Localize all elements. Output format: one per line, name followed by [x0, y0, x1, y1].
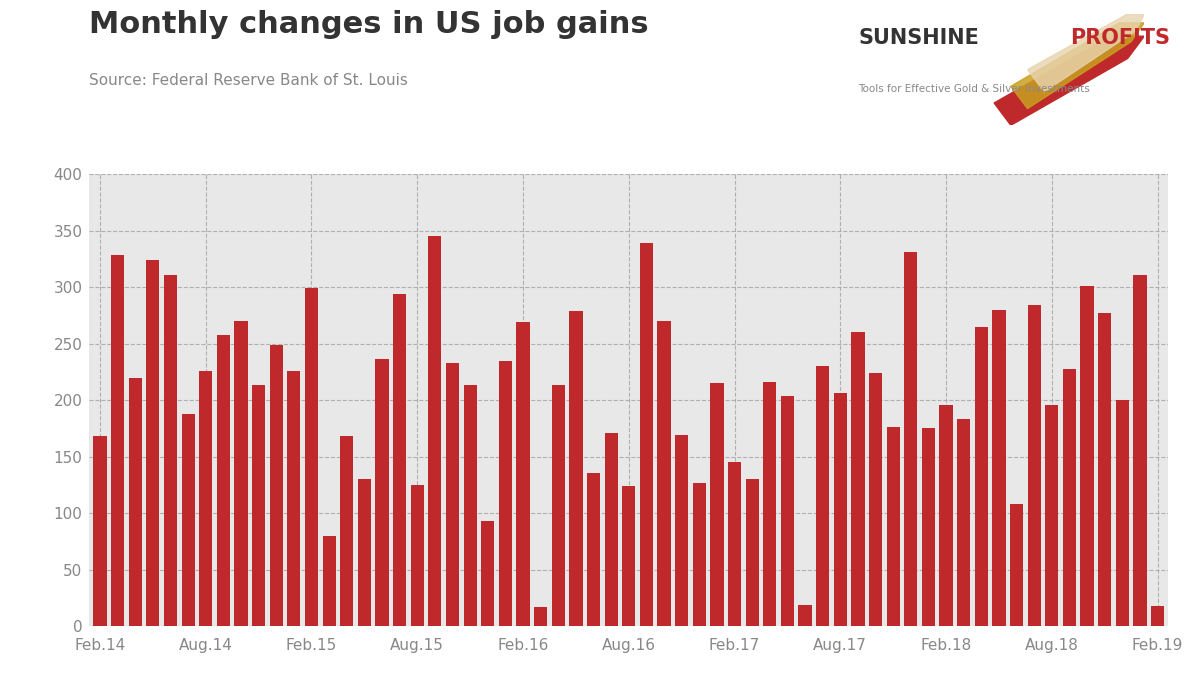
Bar: [833, 393, 846, 626]
Bar: [604, 433, 617, 626]
Text: PROFITS: PROFITS: [1070, 28, 1171, 48]
Bar: [817, 366, 830, 626]
Bar: [869, 373, 882, 626]
Bar: [1045, 405, 1058, 626]
Polygon shape: [994, 36, 1144, 125]
Bar: [710, 383, 724, 626]
Bar: [1010, 504, 1023, 626]
Bar: [939, 405, 952, 626]
Bar: [375, 359, 389, 626]
Bar: [411, 485, 424, 626]
Bar: [887, 427, 900, 626]
Bar: [851, 332, 864, 626]
Bar: [570, 311, 583, 626]
Bar: [482, 521, 495, 626]
Bar: [428, 236, 441, 626]
Bar: [552, 386, 565, 626]
Text: Source: Federal Reserve Bank of St. Louis: Source: Federal Reserve Bank of St. Loui…: [89, 73, 409, 88]
Bar: [269, 345, 283, 626]
Bar: [287, 371, 300, 626]
Bar: [781, 395, 794, 626]
Bar: [199, 371, 212, 626]
Bar: [498, 361, 513, 626]
Bar: [975, 326, 988, 626]
Text: Monthly changes in US job gains: Monthly changes in US job gains: [89, 10, 648, 40]
Bar: [340, 436, 353, 626]
Bar: [1151, 606, 1165, 626]
Bar: [1063, 369, 1076, 626]
Bar: [1028, 305, 1041, 626]
Bar: [921, 429, 935, 626]
Bar: [1134, 275, 1147, 626]
Bar: [534, 607, 547, 626]
Text: Tools for Effective Gold & Silver Investments: Tools for Effective Gold & Silver Invest…: [858, 84, 1089, 93]
Bar: [763, 382, 776, 626]
Bar: [728, 462, 741, 626]
Bar: [147, 260, 160, 626]
Bar: [992, 310, 1006, 626]
Bar: [393, 294, 406, 626]
Bar: [640, 243, 653, 626]
Bar: [111, 255, 124, 626]
Bar: [358, 480, 371, 626]
Bar: [252, 386, 266, 626]
Bar: [129, 377, 142, 626]
Bar: [1080, 286, 1094, 626]
Bar: [1116, 400, 1129, 626]
Bar: [181, 413, 194, 626]
Bar: [622, 486, 635, 626]
Bar: [799, 605, 812, 626]
Bar: [693, 483, 706, 626]
Text: SUNSHINE: SUNSHINE: [858, 28, 979, 48]
Polygon shape: [1028, 14, 1144, 92]
Bar: [586, 473, 600, 626]
Bar: [93, 436, 106, 626]
Bar: [905, 252, 918, 626]
Bar: [323, 536, 336, 626]
Bar: [464, 386, 477, 626]
Bar: [235, 321, 248, 626]
Bar: [305, 288, 318, 626]
Bar: [745, 480, 759, 626]
Bar: [163, 275, 178, 626]
Polygon shape: [1011, 23, 1144, 109]
Bar: [516, 322, 529, 626]
Bar: [957, 420, 970, 626]
Bar: [1098, 313, 1111, 626]
Bar: [217, 335, 230, 626]
Bar: [446, 363, 459, 626]
Bar: [675, 435, 688, 626]
Bar: [658, 321, 671, 626]
